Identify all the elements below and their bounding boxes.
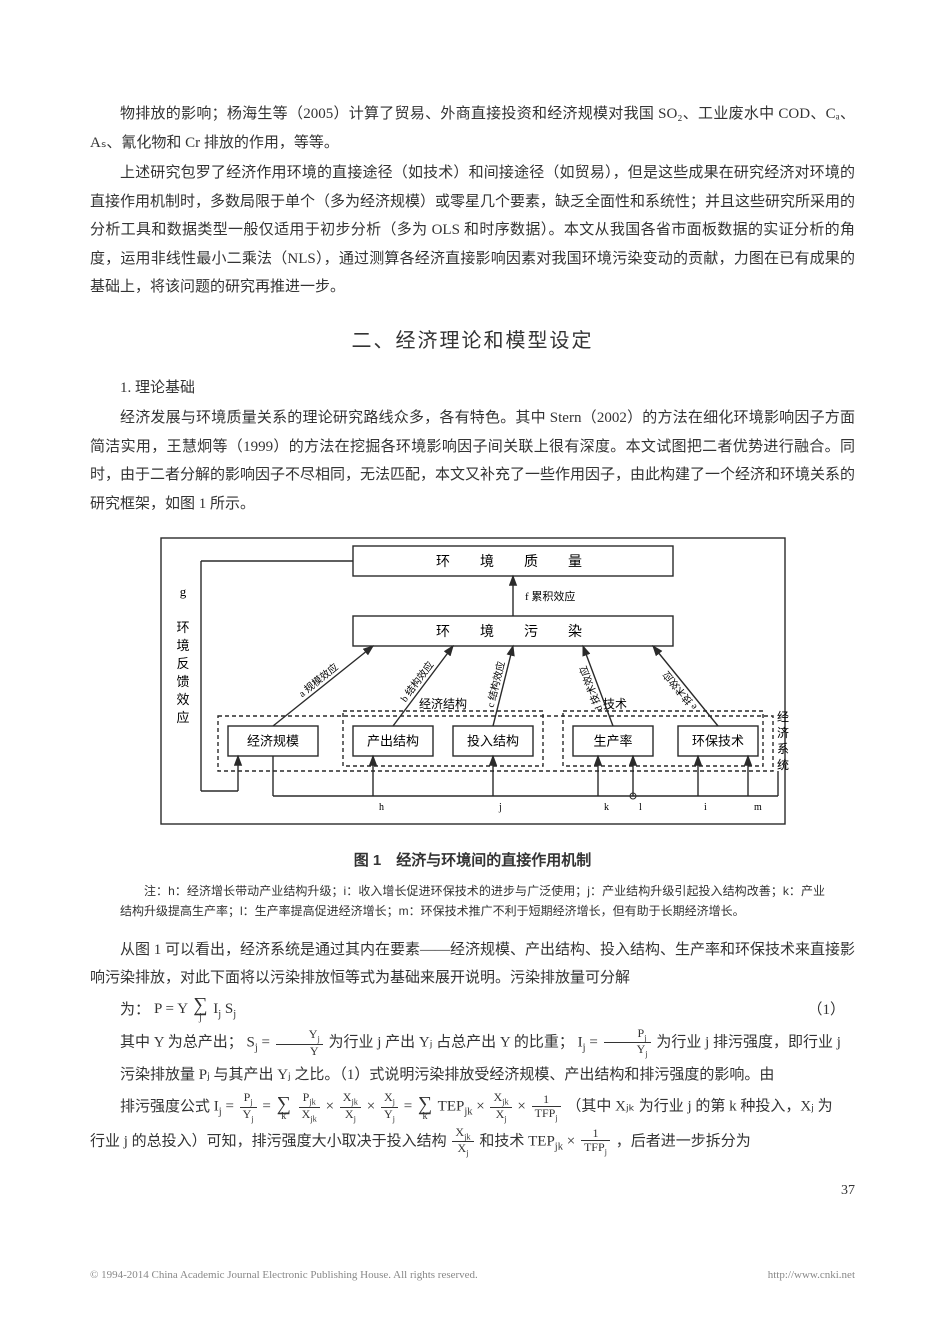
svg-text:a 规模效应: a 规模效应: [295, 660, 340, 699]
svg-text:系: 系: [776, 742, 788, 756]
p5c: 为行业 j 排污强度，即行业 j: [656, 1034, 841, 1050]
svg-text:f 累积效应: f 累积效应: [525, 589, 575, 603]
svg-text:经济结构: 经济结构: [418, 696, 466, 711]
paragraph-8: 行业 j 的总投入）可知，排污强度大小取决于投入结构 XjkXj 和技术 TEP…: [90, 1126, 855, 1158]
svg-text:环 境 污 染: 环 境 污 染: [436, 623, 590, 639]
svg-text:投入结构: 投入结构: [466, 734, 518, 749]
svg-text:环: 环: [176, 620, 189, 635]
figure-1-note: 注：h：经济增长带动产业结构升级；i：收入增长促进环保技术的进步与广泛使用；j：…: [120, 881, 825, 922]
figure-1: 环 境 质 量环 境 污 染f 累积效应经济结构技术经济规模产出结构投入结构生产…: [90, 536, 855, 837]
svg-text:经: 经: [776, 710, 788, 724]
p8c: ，后者进一步拆分为: [616, 1133, 751, 1149]
page-number: 37: [90, 1178, 855, 1205]
svg-text:m: m: [754, 802, 762, 813]
eq1-number: （1）: [807, 996, 855, 1025]
subsection-1: 1. 理论基础: [90, 374, 855, 403]
paragraph-6: 污染排放量 Pⱼ 与其产出 Yⱼ 之比。（1）式说明污染排放受经济规模、产出结构…: [90, 1061, 855, 1090]
paragraph-7: 排污强度公式 Ij = PjYj = ∑k PjkXjk × XjkXj × X…: [90, 1091, 855, 1123]
svg-text:l: l: [639, 802, 642, 813]
p5a: 其中 Y 为总产出；: [120, 1034, 243, 1050]
svg-text:环保技术: 环保技术: [691, 734, 743, 749]
paragraph-1: 物排放的影响；杨海生等（2005）计算了贸易、外商直接投资和经济规模对我国 SO…: [90, 100, 855, 157]
svg-text:g: g: [179, 584, 186, 599]
paragraph-4: 从图 1 可以看出，经济系统是通过其内在要素——经济规模、产出结构、投入结构、生…: [90, 936, 855, 993]
svg-text:馈: 馈: [176, 674, 189, 689]
svg-text:i: i: [704, 802, 707, 813]
svg-text:j: j: [498, 802, 502, 813]
p7a: 排污强度公式: [90, 1093, 210, 1122]
svg-text:产出结构: 产出结构: [366, 734, 418, 749]
svg-text:环 境 质 量: 环 境 质 量: [436, 553, 590, 569]
p8b: 和技术: [479, 1133, 524, 1149]
footer-left: © 1994-2014 China Academic Journal Elect…: [90, 1265, 478, 1286]
figure-1-svg: 环 境 质 量环 境 污 染f 累积效应经济结构技术经济规模产出结构投入结构生产…: [153, 536, 793, 826]
svg-text:应: 应: [176, 710, 189, 725]
section-title: 二、经济理论和模型设定: [90, 322, 855, 360]
p8a: 行业 j 的总投入）可知，排污强度大小取决于投入结构: [90, 1133, 447, 1149]
svg-text:统: 统: [776, 758, 788, 772]
svg-text:反: 反: [176, 656, 189, 671]
p5b: 为行业 j 产出 Yⱼ 占总产出 Y 的比重；: [329, 1034, 574, 1050]
svg-text:d 技术效应: d 技术效应: [576, 664, 605, 713]
footer-right: http://www.cnki.net: [768, 1265, 855, 1286]
figure-1-caption: 图 1 经济与环境间的直接作用机制: [90, 847, 855, 876]
svg-text:效: 效: [176, 692, 189, 707]
page-footer: © 1994-2014 China Academic Journal Elect…: [90, 1265, 855, 1286]
svg-text:境: 境: [176, 638, 189, 653]
svg-text:济: 济: [776, 725, 788, 740]
paragraph-3: 经济发展与环境质量关系的理论研究路线众多，各有特色。其中 Stern（2002）…: [90, 404, 855, 518]
svg-text:经济规模: 经济规模: [246, 734, 298, 749]
eq1-prefix: 为：: [90, 996, 154, 1025]
eq1-body: P = Y ∑j Ij Sj: [154, 995, 236, 1025]
paragraph-5: 其中 Y 为总产出； Sj = YjY 为行业 j 产出 Yⱼ 占总产出 Y 的…: [90, 1027, 855, 1059]
equation-1: 为： P = Y ∑j Ij Sj （1）: [90, 995, 855, 1025]
paragraph-2: 上述研究包罗了经济作用环境的直接途径（如技术）和间接途径（如贸易），但是这些成果…: [90, 159, 855, 302]
p7b: （其中 Xⱼₖ 为行业 j 的第 k 种投入，Xⱼ 为: [566, 1099, 832, 1115]
svg-text:生产率: 生产率: [593, 734, 632, 749]
svg-text:h: h: [379, 802, 384, 813]
svg-text:e 技术效应: e 技术效应: [659, 668, 699, 713]
svg-text:k: k: [604, 802, 609, 813]
